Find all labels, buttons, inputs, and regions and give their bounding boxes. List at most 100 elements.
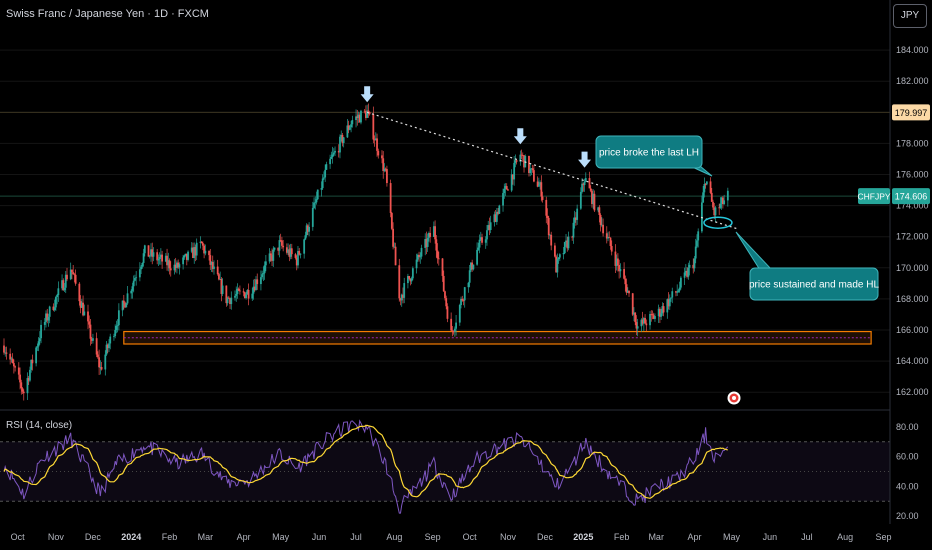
candle-body [400, 294, 403, 301]
callout-hl-tail [735, 231, 774, 271]
currency-button[interactable]: JPY [893, 4, 927, 28]
candle-body [563, 242, 566, 254]
candle-body [636, 326, 639, 329]
candle-body [69, 269, 72, 280]
candle-body [662, 306, 665, 313]
candle-body [73, 274, 76, 276]
candle-body [260, 277, 262, 285]
x-tick-label: Nov [500, 532, 517, 542]
candle-body [710, 192, 713, 202]
symbol-tag [858, 188, 890, 205]
candle-body [426, 237, 429, 247]
candle-body [88, 321, 91, 325]
candle-body [262, 273, 265, 275]
candle-body [478, 239, 481, 248]
candle-body [677, 290, 680, 292]
candle-body [314, 202, 317, 204]
candle-body [719, 203, 722, 208]
candle-body [625, 284, 628, 293]
price-tick-label: 164.000 [896, 356, 929, 366]
callout-hl [749, 267, 879, 301]
candle-body [158, 257, 161, 259]
candle-body [299, 253, 302, 255]
candle-body [187, 251, 189, 260]
candle-body [437, 258, 440, 260]
candle-body [285, 247, 288, 253]
candle-body [3, 345, 5, 353]
candle-body [540, 182, 543, 197]
candle-body [372, 114, 375, 140]
candle-body [502, 193, 504, 206]
candle-body [409, 278, 412, 282]
x-tick-label: Mar [198, 532, 214, 542]
candle-body [229, 298, 231, 305]
candle-body [247, 289, 250, 299]
candle-body [726, 190, 729, 201]
x-tick-label: Oct [463, 532, 478, 542]
candle-body [383, 168, 386, 172]
candle-body [566, 240, 569, 249]
candle-body [290, 248, 293, 255]
candle-body [545, 199, 548, 216]
candle-body [255, 279, 257, 291]
candle-body [4, 352, 7, 354]
candle-body [151, 249, 154, 257]
price-tick-label: 178.000 [896, 138, 929, 148]
candle-body [435, 239, 438, 251]
candle-body [467, 282, 470, 288]
x-tick-label: Jun [763, 532, 778, 542]
candle-body [471, 262, 474, 270]
candle-body [168, 260, 171, 269]
candle-body [389, 183, 392, 213]
candle-body [208, 250, 210, 256]
x-tick-label: May [723, 532, 741, 542]
candle-body [479, 237, 482, 240]
candle-body [619, 269, 622, 272]
candle-body [87, 311, 89, 322]
candle-body [26, 378, 29, 394]
candle-body [289, 248, 292, 257]
candle-body [38, 338, 41, 342]
rsi-tick-label: 40.00 [896, 481, 919, 491]
candle-body [582, 183, 585, 186]
candle-body [547, 217, 550, 236]
candle-body [558, 254, 561, 258]
last-price-label: 174.606 [895, 192, 928, 202]
candle-body [74, 274, 77, 284]
candle-body [579, 191, 582, 209]
candle-body [451, 330, 454, 332]
candle-body [46, 313, 49, 321]
callout-broke-lh [595, 135, 703, 169]
candle-body [79, 301, 82, 308]
candle-body [31, 359, 34, 364]
candle-body [177, 262, 180, 268]
candle-body [226, 297, 229, 304]
candle-body [282, 245, 285, 248]
candle-body [670, 297, 672, 299]
candle-body [167, 260, 170, 266]
candle-body [277, 247, 280, 251]
candle-body [618, 265, 621, 272]
candle-body [712, 201, 714, 208]
candle-body [131, 286, 134, 291]
candle-body [481, 237, 483, 243]
candle-body [132, 280, 135, 287]
candle-body [446, 306, 449, 319]
candle-body [562, 253, 565, 255]
candle-body [281, 240, 283, 246]
candle-body [100, 367, 103, 370]
candle-body [692, 264, 695, 269]
candle-body [615, 258, 618, 266]
candle-body [365, 111, 367, 118]
candle-body [696, 240, 698, 247]
candle-body [381, 155, 383, 159]
candle-body [393, 246, 396, 248]
candle-body [200, 241, 203, 244]
candle-body [503, 188, 506, 194]
candle-body [221, 285, 224, 294]
candle-body [624, 278, 627, 285]
candle-body [609, 237, 612, 246]
candle-body [588, 178, 591, 189]
candle-body [251, 293, 254, 299]
